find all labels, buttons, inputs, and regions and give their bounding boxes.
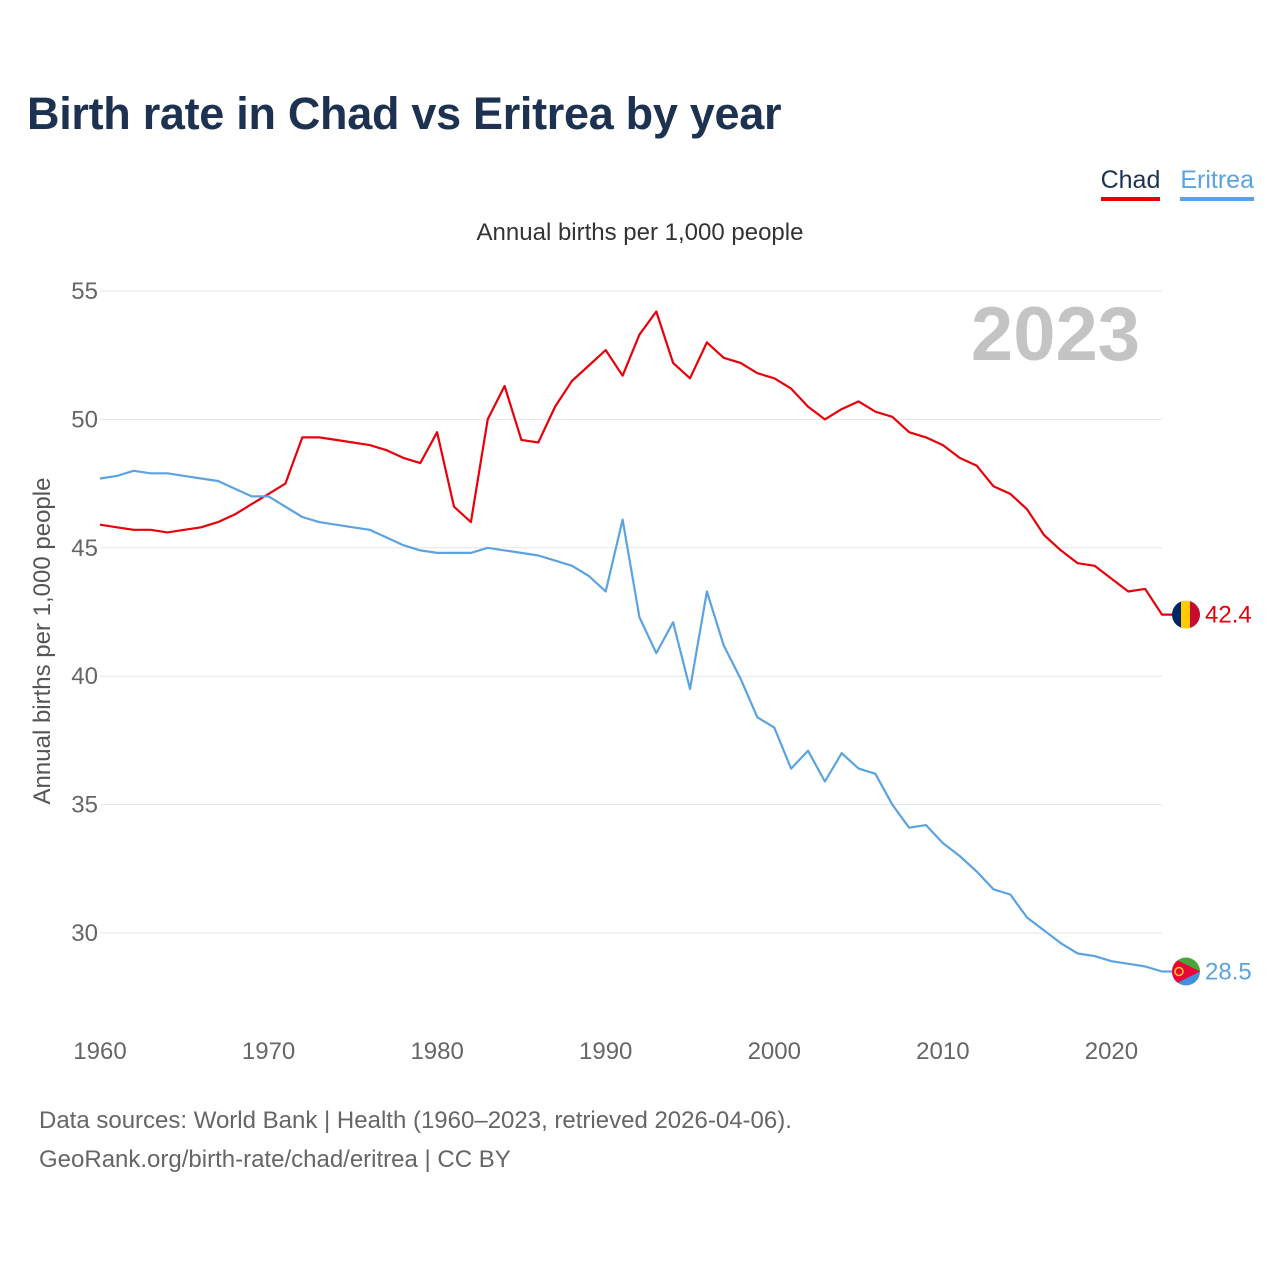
- y-tick-label: 35: [71, 792, 98, 819]
- series-line-eritrea: [99, 469, 1186, 973]
- flags-group: [1172, 600, 1200, 986]
- footer-source: Data sources: World Bank | Health (1960–…: [39, 1107, 792, 1134]
- series-line-chad: [99, 310, 1186, 616]
- y-axis-label: Annual births per 1,000 people: [29, 478, 56, 805]
- x-axis-ticks: 1960 1970 1980 1990 2000 2010 2020: [73, 1038, 1138, 1065]
- footer-credit: GeoRank.org/birth-rate/chad/eritrea | CC…: [39, 1146, 511, 1173]
- end-labels: 42.4 28.5: [1205, 602, 1252, 986]
- chart-subtitle: Annual births per 1,000 people: [477, 219, 804, 246]
- line-chart: Annual births per 1,000 people 2023 30 35…: [29, 219, 1252, 1065]
- end-label-chad: 42.4: [1205, 602, 1252, 629]
- y-tick-label: 50: [71, 406, 98, 433]
- y-tick-label: 40: [71, 663, 98, 690]
- x-tick-label: 1980: [410, 1038, 463, 1065]
- eritrea-flag-icon: [1172, 957, 1200, 986]
- legend-item-chad[interactable]: Chad: [1100, 166, 1161, 201]
- end-label-eritrea: 28.5: [1205, 959, 1252, 986]
- year-watermark: 2023: [971, 292, 1140, 377]
- series-group: [99, 310, 1186, 973]
- chart-title: Birth rate in Chad vs Eritrea by year: [27, 88, 782, 139]
- y-tick-label: 55: [71, 278, 98, 305]
- chad-flag-icon: [1172, 600, 1200, 629]
- x-tick-label: 1960: [73, 1038, 126, 1065]
- x-tick-label: 1970: [242, 1038, 295, 1065]
- x-tick-label: 2000: [748, 1038, 801, 1065]
- y-tick-label: 30: [71, 920, 98, 947]
- x-tick-label: 2010: [916, 1038, 969, 1065]
- y-tick-label: 45: [71, 535, 98, 562]
- grid: [100, 290, 1162, 934]
- y-axis-ticks: 30 35 40 45 50 55: [71, 278, 98, 947]
- x-tick-label: 1990: [579, 1038, 632, 1065]
- x-tick-label: 2020: [1085, 1038, 1138, 1065]
- legend-item-eritrea[interactable]: Eritrea: [1180, 166, 1254, 201]
- legend: Chad Eritrea: [1100, 166, 1254, 201]
